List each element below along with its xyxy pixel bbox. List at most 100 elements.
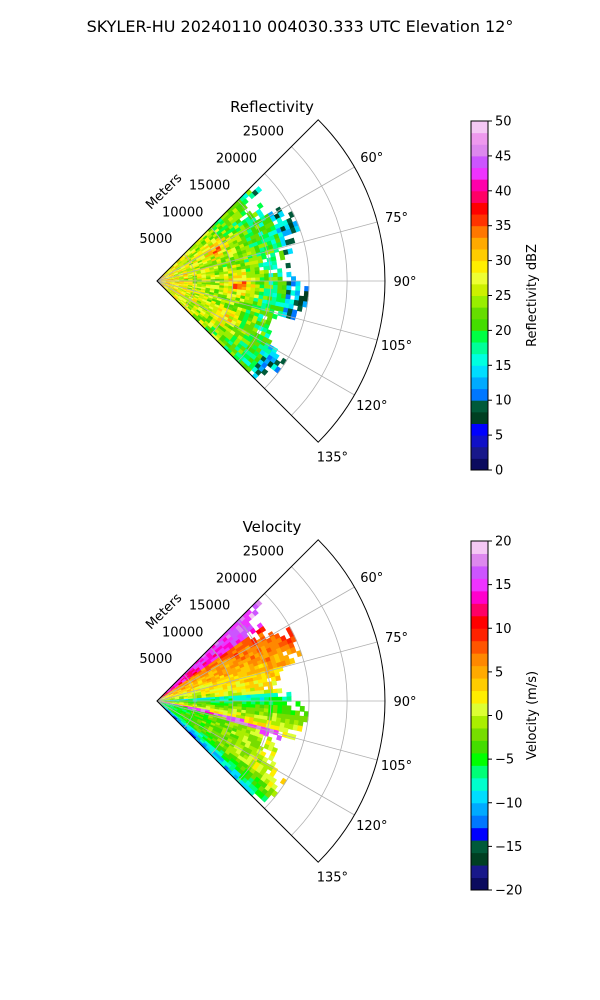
radar-bin (201, 702, 207, 705)
radar-bin (250, 270, 256, 276)
radar-bin (178, 692, 184, 696)
radar-bin (180, 266, 186, 270)
radar-bin (182, 260, 188, 264)
radar-bin (167, 709, 172, 713)
radar-bin (192, 251, 198, 256)
radar-bin (184, 715, 190, 719)
radar-bin (209, 235, 215, 241)
radar-bin (181, 679, 187, 684)
colorbar-tick-label: 5 (495, 429, 503, 444)
radar-bin (206, 719, 213, 723)
radar-bin (228, 701, 234, 704)
radar-bin (170, 282, 176, 285)
radar-bin (165, 696, 171, 699)
colorbar-swatch (471, 802, 488, 816)
radar-bin (161, 702, 166, 706)
radar-bin (254, 686, 260, 692)
radar-bin (198, 664, 204, 669)
radar-bin (226, 318, 233, 324)
radar-bin (176, 290, 182, 294)
radar-bin (209, 244, 215, 249)
radar-bin (222, 670, 229, 676)
radar-bin (211, 677, 217, 682)
radar-bin (213, 672, 219, 677)
radar-bin (164, 284, 170, 288)
radar-bin (218, 725, 224, 730)
colorbar-swatch (471, 179, 488, 192)
radar-bin (208, 715, 214, 719)
radar-bin (206, 299, 213, 303)
radar-bin (223, 703, 229, 707)
radar-bin (160, 695, 165, 699)
radar-bin (294, 710, 301, 717)
radar-bin (165, 279, 171, 281)
radar-bin (249, 684, 255, 689)
radar-bin (185, 669, 191, 674)
radar-bin (220, 301, 226, 306)
radar-bin (173, 262, 178, 267)
radar-bin (192, 298, 198, 302)
radar-bin (210, 697, 216, 700)
radar-bin (198, 261, 204, 265)
radar-bin (165, 695, 170, 698)
radar-bin (182, 298, 188, 302)
radar-bin (271, 680, 278, 686)
radar-bin (277, 276, 283, 282)
radar-bin (180, 686, 186, 690)
radar-bin (175, 265, 180, 269)
radar-bin (223, 241, 229, 247)
radar-bin (174, 277, 180, 280)
radar-bin (170, 277, 176, 280)
radar-bin (218, 269, 224, 273)
radar-bin (262, 295, 269, 301)
radar-bin (226, 728, 233, 734)
radar-bin (198, 296, 204, 300)
radar-bin (174, 294, 179, 299)
radar-bin (183, 694, 189, 697)
radar-bin (179, 696, 184, 699)
radar-bin (170, 702, 176, 705)
radar-bin (168, 692, 174, 695)
angular-tick-label: 90° (393, 275, 416, 290)
radar-bin (165, 275, 170, 278)
radar-bin (161, 701, 167, 703)
radar-bin (199, 311, 205, 317)
colorbar-swatch (471, 121, 488, 134)
radar-bin (199, 264, 205, 268)
radar-bin (227, 659, 233, 665)
radar-bin (263, 288, 269, 294)
radar-bin (174, 283, 180, 285)
radar-bin (178, 694, 184, 697)
radar-bin (165, 278, 171, 280)
radar-bin (273, 696, 279, 702)
radar-bin (219, 303, 225, 308)
radar-bin (203, 252, 210, 257)
radar-bin (206, 701, 212, 704)
radar-bin (236, 289, 242, 294)
radar-bin (204, 650, 210, 656)
radar-bin (174, 264, 180, 269)
radar-bin (173, 715, 178, 720)
colorbar-swatch (471, 715, 488, 729)
radar-bin (212, 261, 218, 266)
radar-bin (275, 717, 282, 723)
radar-bin (172, 270, 178, 274)
radar-bin (181, 267, 187, 271)
radar-bin (181, 291, 187, 295)
radar-bin (219, 701, 225, 704)
radar-bin (237, 286, 243, 291)
radar-bin (237, 706, 243, 711)
radar-bin (174, 714, 179, 719)
radar-bin (236, 689, 242, 694)
radar-bin (289, 237, 296, 245)
radar-bin (177, 288, 183, 292)
radar-bin (179, 683, 185, 688)
radar-bin (177, 270, 183, 273)
radar-bin (262, 261, 269, 267)
colorbar-swatch (471, 353, 488, 366)
radar-bin (177, 691, 183, 694)
radar-bin (232, 283, 238, 287)
radar-bin (232, 725, 239, 730)
radar-bin (173, 271, 178, 274)
radar-bin (204, 320, 210, 326)
